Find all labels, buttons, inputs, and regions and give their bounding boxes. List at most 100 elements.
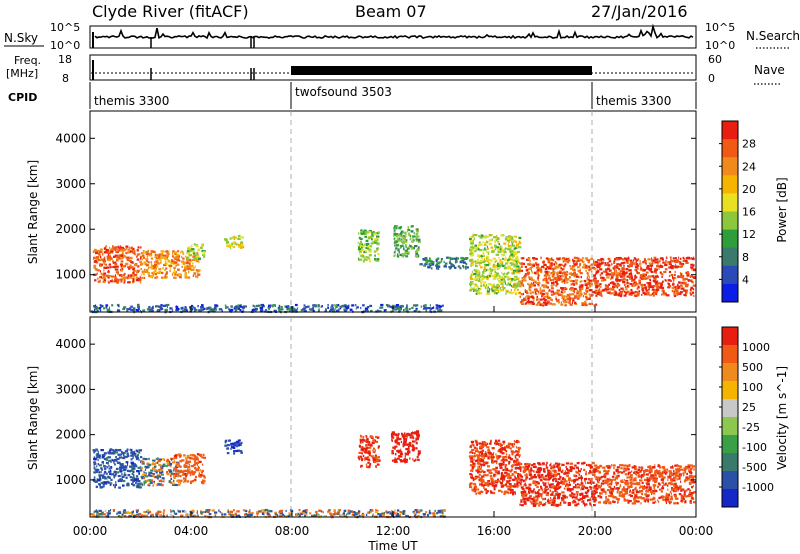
data-cell — [491, 481, 495, 484]
data-cell — [680, 275, 684, 278]
data-cell — [117, 278, 120, 281]
data-cell — [152, 305, 154, 308]
data-cell — [194, 255, 196, 258]
data-cell — [585, 492, 587, 495]
data-cell — [142, 457, 146, 460]
data-cell — [573, 478, 577, 482]
data-cell — [572, 262, 575, 265]
data-cell — [546, 264, 547, 267]
data-cell — [291, 309, 294, 312]
data-cell — [195, 253, 198, 256]
data-cell — [203, 307, 206, 310]
data-cell — [150, 274, 154, 278]
data-cell — [147, 462, 149, 465]
data-cell — [574, 295, 578, 298]
data-cell — [375, 435, 377, 439]
data-cell — [132, 454, 136, 457]
data-cell — [141, 462, 145, 465]
data-cell — [692, 284, 696, 287]
data-cell — [118, 274, 123, 277]
data-cell — [98, 250, 101, 253]
data-cell — [648, 287, 651, 290]
data-cell — [477, 286, 479, 289]
data-cell — [164, 268, 166, 272]
data-cell — [651, 292, 654, 295]
data-cell — [551, 272, 555, 275]
data-cell — [407, 450, 411, 453]
data-cell — [99, 250, 103, 254]
data-cell — [405, 255, 409, 258]
data-cell — [575, 470, 577, 473]
data-cell — [685, 292, 686, 295]
data-cell — [241, 245, 245, 249]
velocity-scatter — [90, 430, 697, 519]
data-cell — [661, 293, 663, 296]
data-cell — [672, 286, 677, 289]
data-cell — [544, 270, 548, 273]
data-cell — [595, 294, 598, 297]
data-cell — [573, 481, 575, 484]
data-cell — [398, 251, 400, 254]
data-cell — [148, 306, 151, 309]
data-cell — [123, 474, 127, 477]
data-cell — [120, 269, 124, 272]
data-cell — [484, 452, 488, 456]
data-cell — [405, 245, 407, 249]
data-cell — [402, 435, 406, 438]
data-cell — [102, 462, 104, 465]
data-cell — [589, 486, 592, 489]
data-cell — [488, 239, 493, 242]
data-cell — [524, 482, 526, 485]
data-cell — [578, 286, 581, 289]
data-cell — [477, 451, 481, 454]
data-cell — [129, 256, 133, 259]
data-cell — [406, 305, 408, 308]
data-cell — [492, 277, 496, 280]
data-cell — [589, 267, 593, 270]
data-cell — [525, 476, 529, 479]
data-cell — [569, 469, 573, 472]
data-cell — [286, 305, 290, 308]
data-cell — [438, 305, 443, 308]
data-cell — [514, 285, 517, 288]
data-cell — [547, 481, 549, 485]
data-cell — [499, 462, 503, 466]
data-cell — [625, 268, 627, 271]
data-cell — [526, 292, 529, 295]
data-cell — [431, 263, 435, 266]
data-cell — [392, 446, 395, 449]
data-cell — [504, 267, 507, 270]
data-cell — [403, 246, 405, 249]
data-cell — [198, 260, 200, 264]
data-cell — [193, 255, 195, 258]
data-cell — [197, 276, 199, 279]
data-cell — [470, 287, 473, 290]
data-cell — [554, 500, 556, 503]
data-cell — [154, 276, 157, 279]
data-cell — [165, 464, 168, 467]
data-cell — [517, 440, 520, 443]
data-cell — [478, 479, 482, 482]
data-cell — [155, 471, 158, 474]
data-cell — [660, 257, 664, 260]
data-cell — [490, 477, 494, 480]
data-cell — [520, 263, 524, 266]
data-cell — [111, 275, 115, 278]
data-cell — [126, 482, 130, 485]
data-cell — [655, 292, 657, 296]
data-cell — [524, 467, 526, 470]
data-cell — [495, 272, 498, 275]
data-cell — [619, 263, 622, 266]
data-cell — [169, 307, 173, 310]
data-cell — [509, 249, 511, 252]
data-cell — [365, 256, 368, 259]
data-cell — [665, 279, 667, 282]
data-cell — [185, 478, 187, 481]
data-cell — [424, 263, 428, 266]
data-cell — [402, 443, 405, 446]
data-cell — [119, 478, 123, 481]
data-cell — [429, 304, 431, 307]
data-cell — [230, 447, 232, 450]
data-cell — [611, 281, 615, 284]
data-cell — [647, 285, 649, 288]
